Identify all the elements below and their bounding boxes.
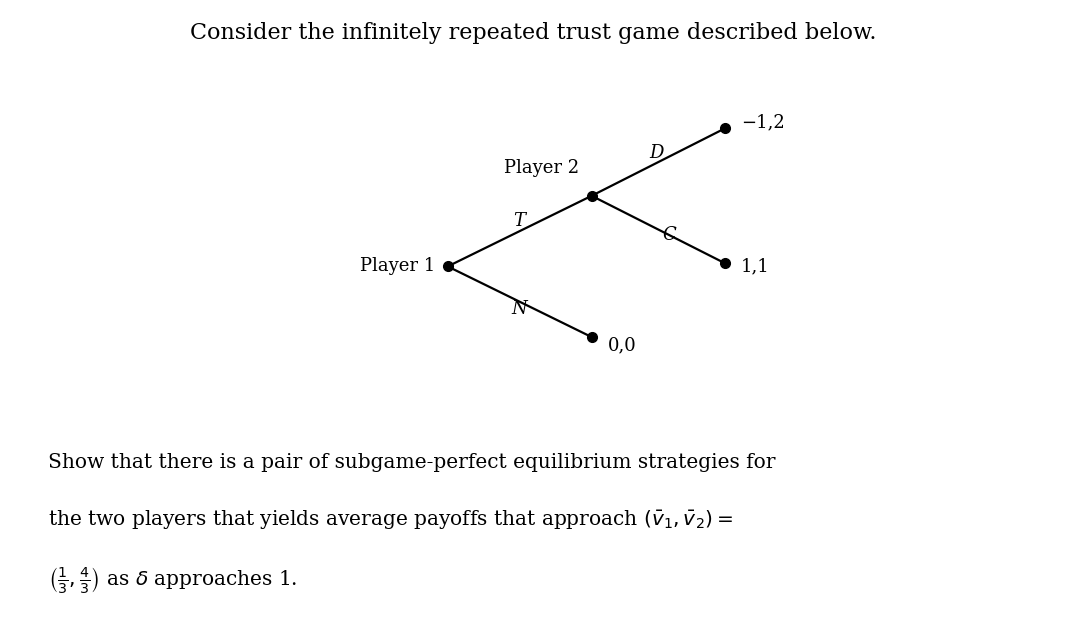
Text: T: T — [513, 213, 526, 230]
Text: $\left(\frac{1}{3}, \frac{4}{3}\right)$ as $\delta$ approaches 1.: $\left(\frac{1}{3}, \frac{4}{3}\right)$ … — [48, 566, 297, 596]
Text: Player 1: Player 1 — [359, 257, 435, 275]
Text: Consider the infinitely repeated trust game described below.: Consider the infinitely repeated trust g… — [190, 22, 876, 44]
Text: −1,2: −1,2 — [741, 113, 785, 131]
Text: Show that there is a pair of subgame-perfect equilibrium strategies for: Show that there is a pair of subgame-per… — [48, 453, 775, 472]
Text: D: D — [649, 144, 664, 162]
Text: 1,1: 1,1 — [741, 257, 770, 275]
Text: the two players that yields average payoffs that approach $( \bar{v}_1, \bar{v}_: the two players that yields average payo… — [48, 509, 733, 532]
Text: N: N — [512, 300, 527, 318]
Text: C: C — [663, 226, 676, 244]
Text: Player 2: Player 2 — [504, 159, 579, 177]
Text: 0,0: 0,0 — [608, 336, 636, 354]
